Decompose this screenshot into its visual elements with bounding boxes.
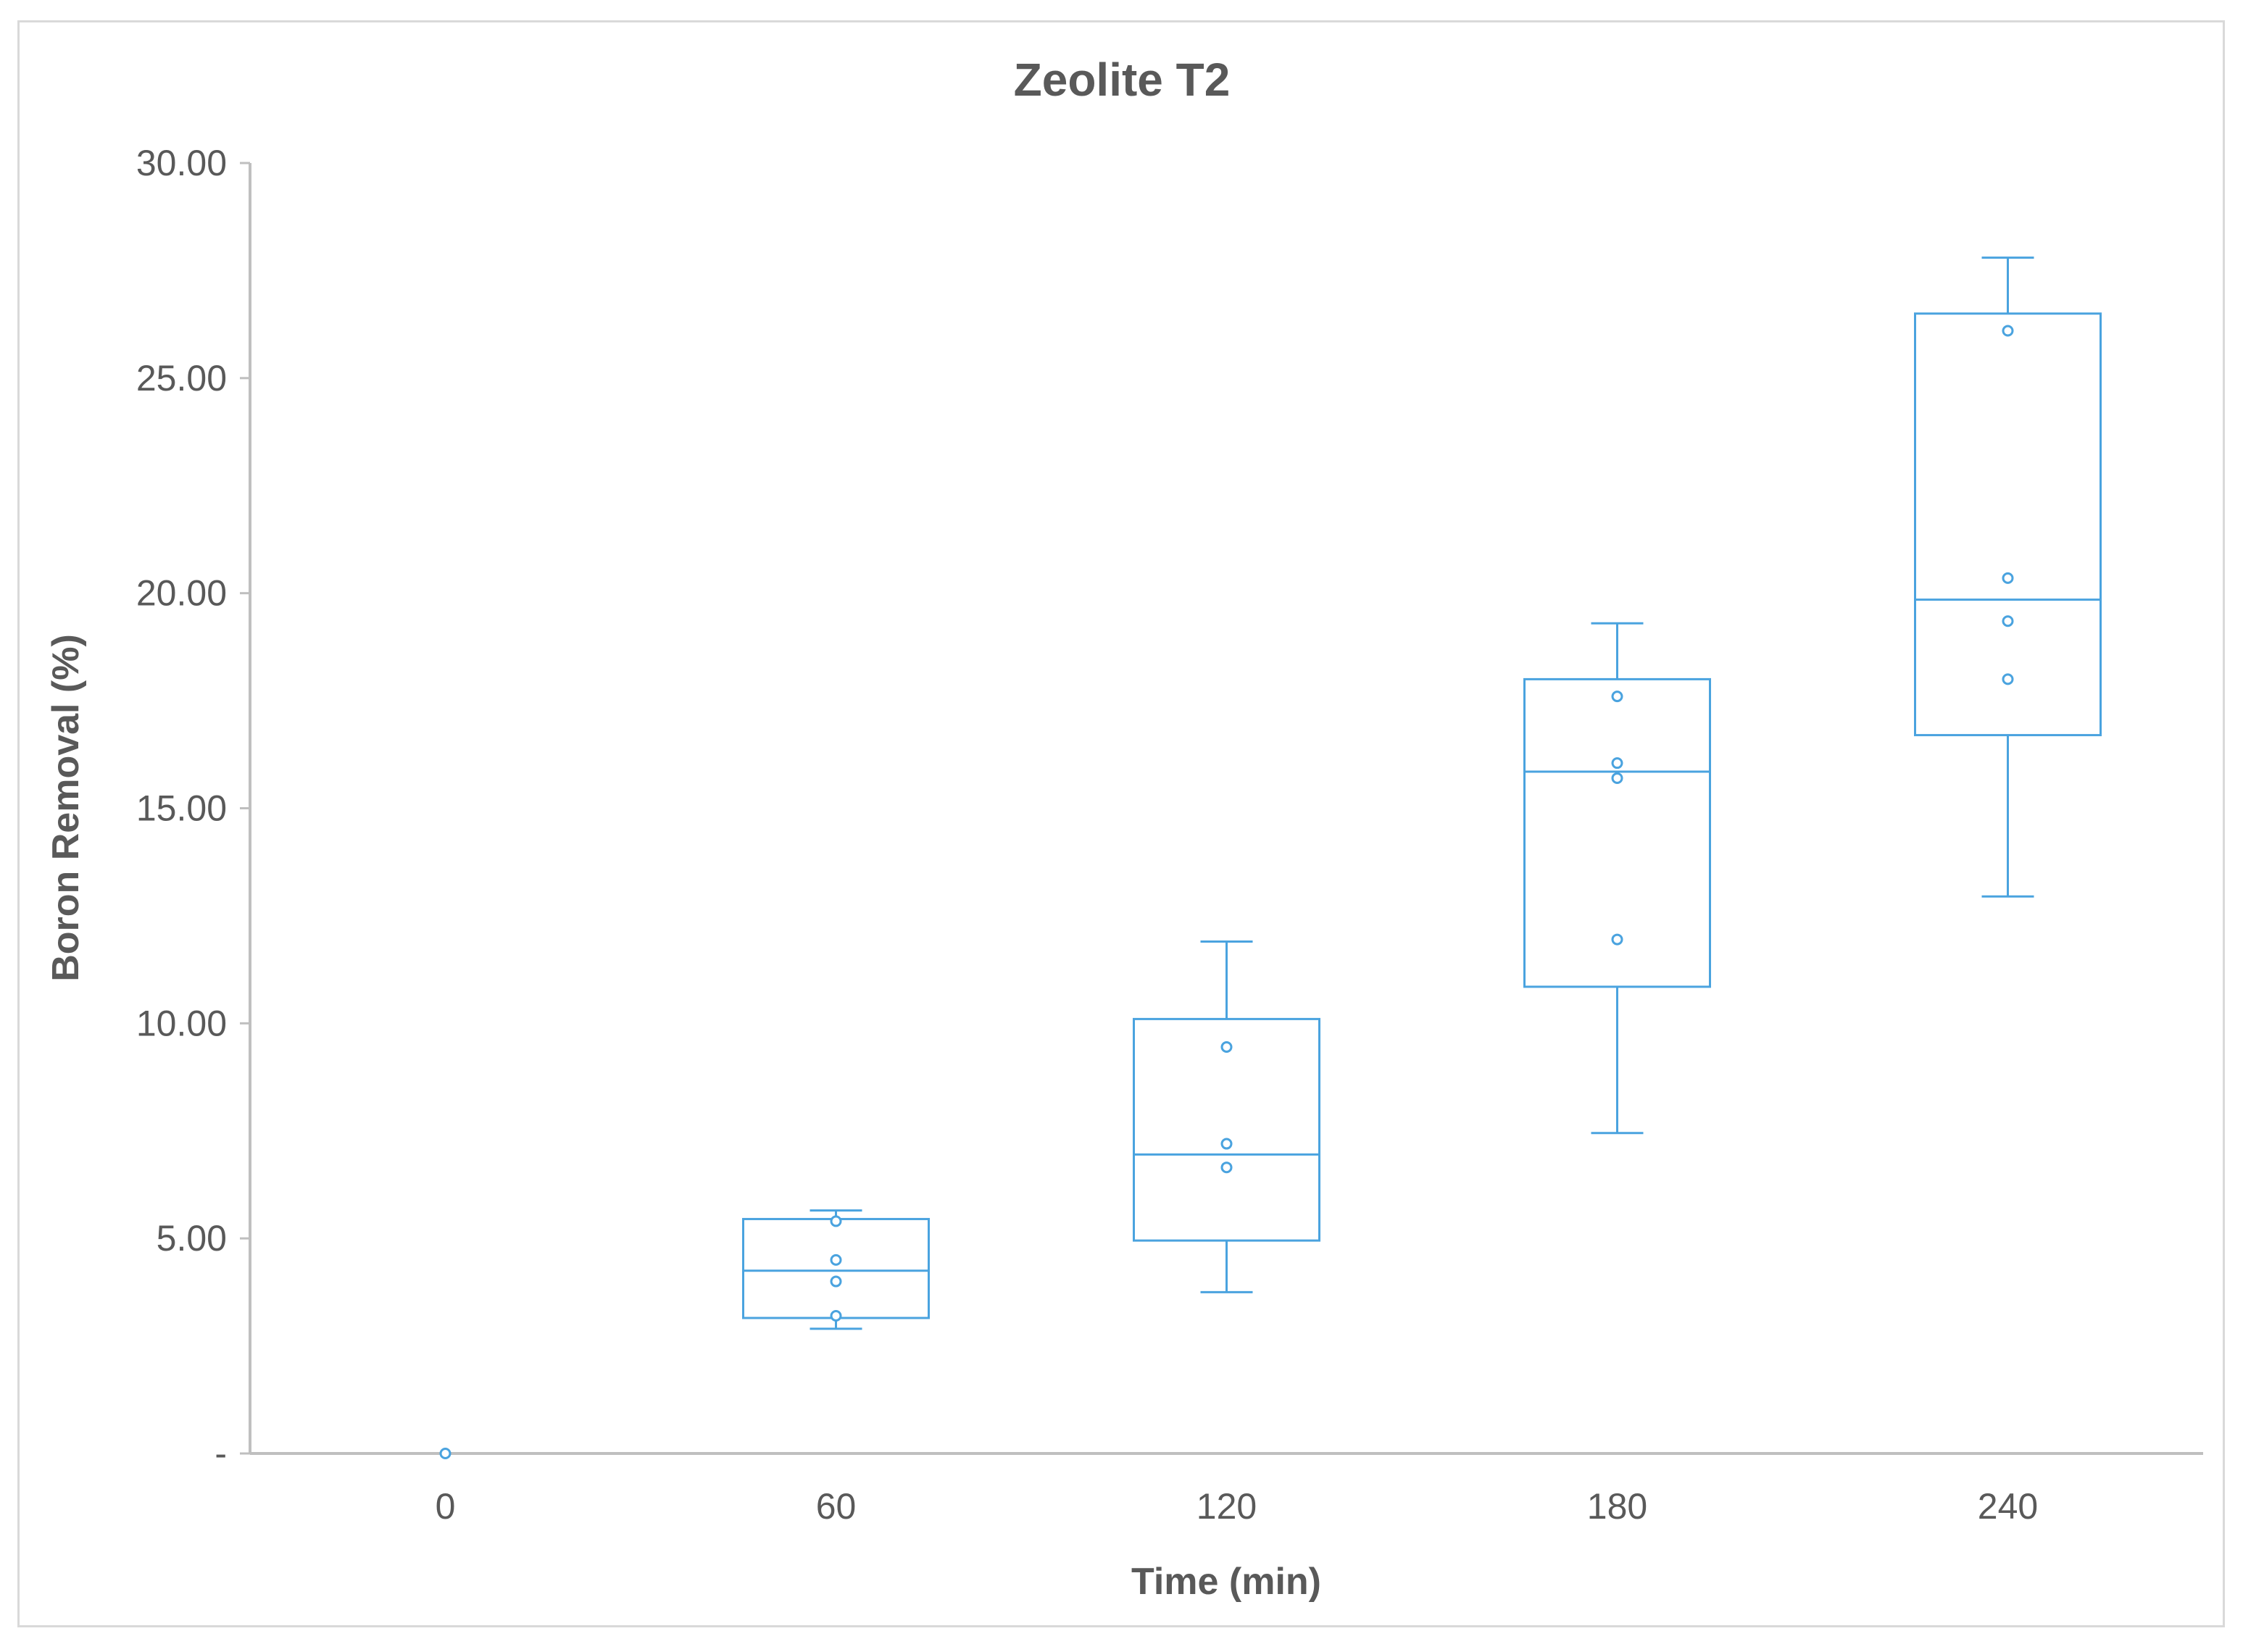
- data-point: [2002, 325, 2014, 337]
- y-tick-label: 5.00: [157, 1218, 227, 1259]
- y-tick-label: -: [215, 1433, 227, 1474]
- chart-title: Zeolite T2: [1014, 54, 1231, 106]
- y-tick-label: 15.00: [136, 788, 227, 829]
- x-tick-label: 240: [1978, 1486, 2038, 1527]
- box-iqr: [1523, 677, 1711, 988]
- data-point: [1220, 1138, 1233, 1150]
- box-0: [439, 1448, 451, 1459]
- box-iqr: [742, 1217, 930, 1319]
- y-tick-label: 25.00: [136, 358, 227, 399]
- x-tick-label: 60: [816, 1486, 857, 1527]
- x-axis-title: Time (min): [1131, 1561, 1321, 1603]
- chart-frame: [17, 20, 2225, 1627]
- x-tick-label: 120: [1197, 1486, 1257, 1527]
- data-point: [830, 1310, 842, 1322]
- y-axis-title: Boron Removal (%): [45, 634, 87, 982]
- y-tick-label: 20.00: [136, 573, 227, 614]
- box-120: [1133, 940, 1320, 1293]
- y-tick-label: 30.00: [136, 143, 227, 183]
- data-point: [1220, 1161, 1233, 1174]
- data-point: [2002, 615, 2014, 627]
- box-iqr: [1914, 312, 2102, 737]
- data-point: [2002, 673, 2014, 685]
- data-point: [830, 1253, 842, 1266]
- x-tick-label: 0: [436, 1486, 456, 1527]
- x-tick-label: 180: [1587, 1486, 1647, 1527]
- data-point: [1611, 933, 1623, 946]
- box-180: [1523, 622, 1711, 1135]
- data-point: [1220, 1040, 1233, 1053]
- box-series: [439, 256, 2102, 1459]
- box-iqr: [1133, 1017, 1320, 1242]
- data-point: [830, 1275, 842, 1288]
- data-point: [1611, 757, 1623, 769]
- data-point: [1611, 691, 1623, 703]
- axes: - 5.00 10.00 15.00 20.00 25.00 30.00 0 60 120 180 2…: [136, 143, 2203, 1527]
- box-240: [1914, 256, 2102, 898]
- data-point: [830, 1215, 842, 1227]
- y-tick-label: 10.00: [136, 1003, 227, 1043]
- data-point: [439, 1448, 451, 1459]
- data-point: [1611, 772, 1623, 784]
- box-60: [742, 1209, 930, 1330]
- data-point: [2002, 572, 2014, 584]
